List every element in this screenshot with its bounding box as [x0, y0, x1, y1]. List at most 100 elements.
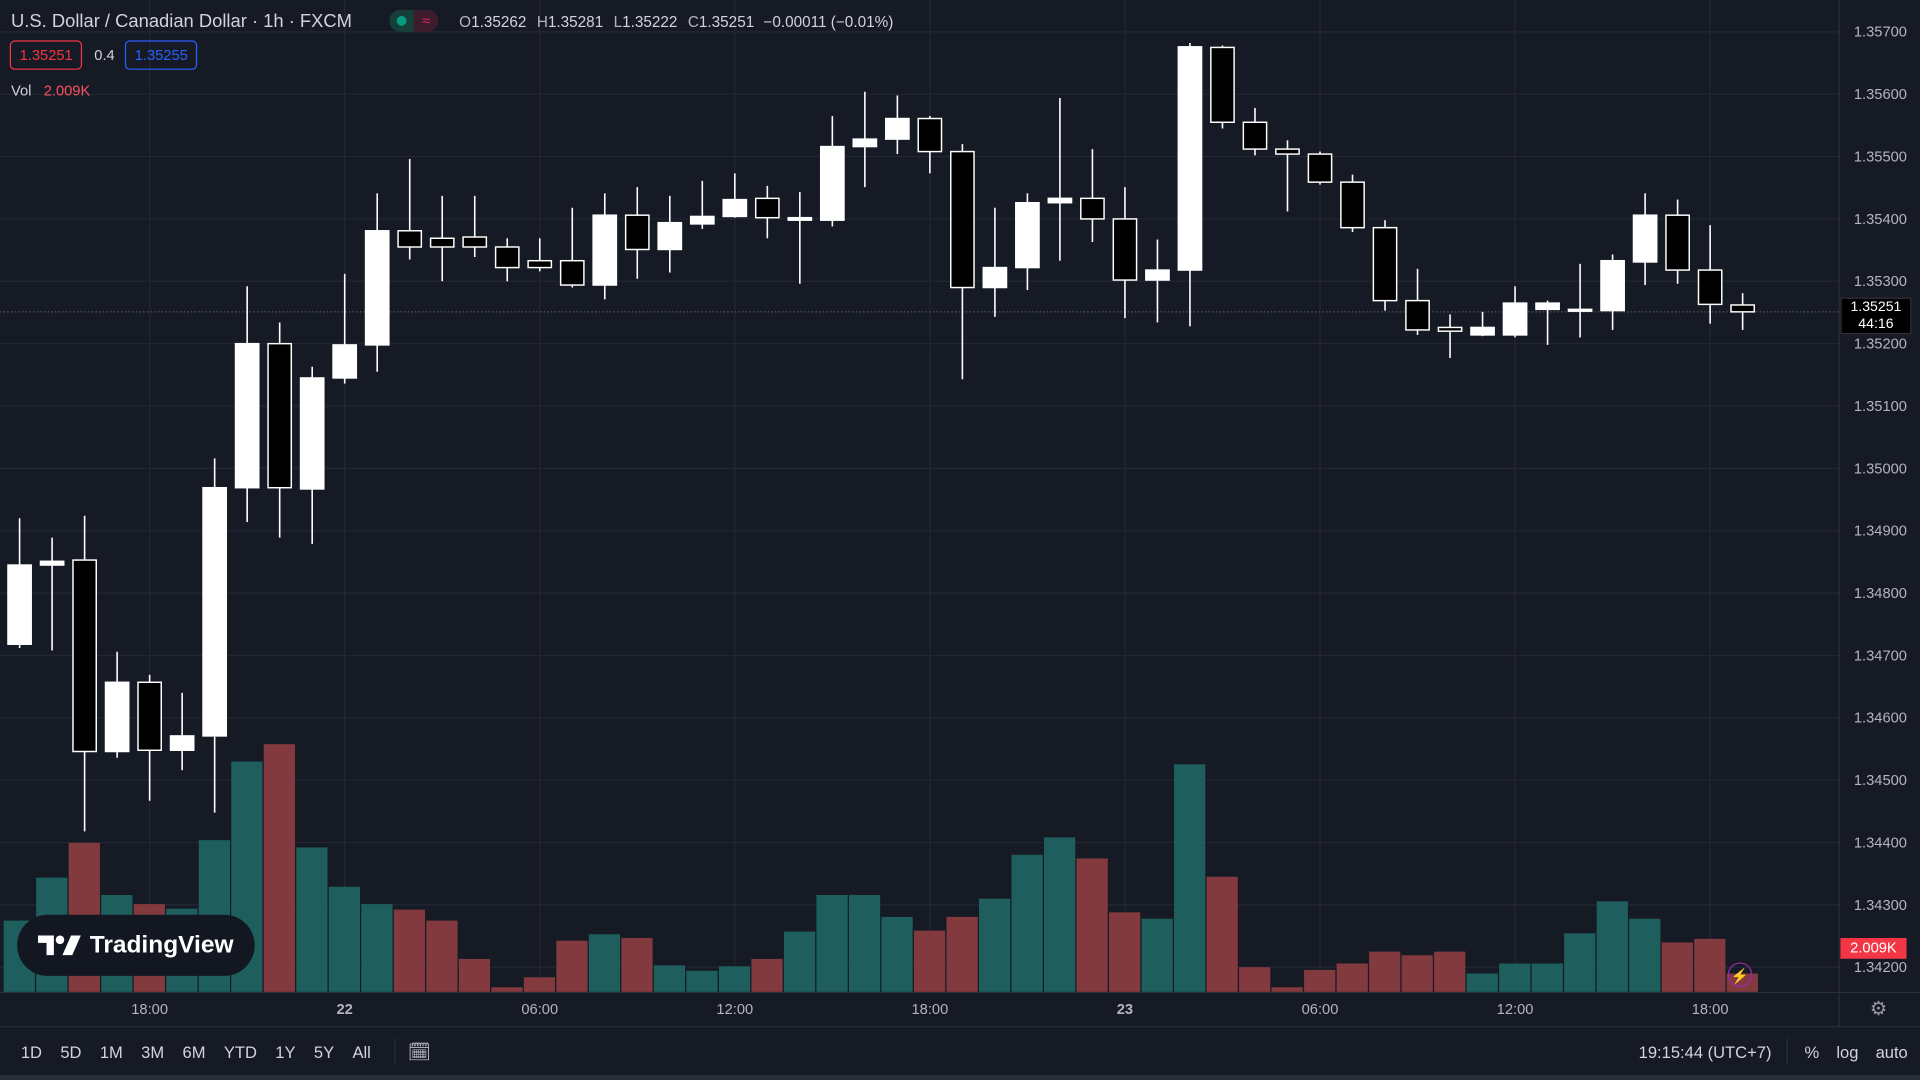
candle — [819, 116, 845, 227]
open-value: 1.35262 — [471, 13, 527, 31]
change-value: −0.00011 (−0.01%) — [763, 13, 894, 31]
x-tick-label: 18:00 — [1692, 1002, 1729, 1018]
status-pills[interactable]: ≈ — [389, 9, 439, 32]
range-3m[interactable]: 3M — [141, 1042, 165, 1062]
high-value: 1.35281 — [547, 13, 604, 31]
volume-bar — [328, 886, 361, 992]
volume-bar — [1011, 854, 1043, 992]
lightning-icon[interactable]: ⚡ — [1727, 962, 1753, 987]
x-tick-label: 23 — [1117, 1002, 1133, 1018]
candle — [1275, 140, 1300, 212]
volume-bar — [848, 894, 881, 992]
candle-body — [72, 559, 97, 753]
clock-time[interactable]: 19:15:44 (UTC+7) — [1638, 1042, 1772, 1062]
candle — [1502, 286, 1528, 338]
volume-bar — [1141, 918, 1173, 992]
y-tick-label: 1.34900 — [1854, 524, 1907, 540]
candle — [332, 273, 358, 384]
gear-icon[interactable]: ⚙ — [1869, 999, 1888, 1021]
candle — [7, 518, 32, 648]
ohlc-legend: O1.35262 H1.35281 L1.35222 C1.35251 −0.0… — [459, 13, 893, 30]
volume-bar — [1206, 876, 1238, 992]
volume-bar — [913, 930, 946, 992]
candle — [494, 238, 520, 282]
range-6m[interactable]: 6M — [182, 1042, 206, 1062]
candle — [1632, 193, 1658, 286]
volume-bar — [783, 931, 816, 992]
low-label: L — [613, 13, 623, 31]
candle — [202, 458, 228, 813]
candle — [299, 366, 325, 544]
volume-bar — [458, 958, 491, 992]
close-label: C — [687, 13, 699, 31]
candle-body — [1210, 46, 1235, 123]
range-1m[interactable]: 1M — [99, 1042, 123, 1062]
candle — [1730, 293, 1756, 330]
last-price-label: 1.35251 44:16 — [1840, 297, 1912, 335]
symbol-title[interactable]: U.S. Dollar / Canadian Dollar · 1h · FXC… — [11, 11, 352, 32]
range-1y[interactable]: 1Y — [275, 1042, 296, 1062]
candle — [657, 195, 683, 273]
date-range-icon[interactable]: 🗓︎ — [407, 1042, 431, 1063]
tv-logo-icon — [38, 935, 82, 956]
x-tick-label: 18:00 — [131, 1002, 168, 1018]
volume-bar — [1531, 963, 1563, 992]
logo-text: TradingView — [89, 931, 234, 959]
candle — [1307, 151, 1333, 185]
auto-toggle[interactable]: auto — [1875, 1042, 1908, 1062]
volume-bar — [1174, 764, 1206, 992]
candle-body — [364, 230, 390, 346]
log-toggle[interactable]: log — [1836, 1042, 1859, 1062]
percent-toggle[interactable]: % — [1804, 1042, 1820, 1062]
volume-bar — [393, 909, 426, 992]
candle-body — [1730, 304, 1756, 313]
candle — [1535, 300, 1560, 345]
sell-button[interactable]: 1.35251 — [9, 40, 83, 70]
candle-body — [1535, 302, 1560, 311]
range-all[interactable]: All — [352, 1042, 371, 1062]
candle-body — [1242, 121, 1268, 150]
scrollbar[interactable] — [0, 1075, 1920, 1080]
candle-body — [397, 230, 423, 248]
delayed-data-icon[interactable]: ≈ — [413, 9, 439, 32]
divider — [1786, 1038, 1788, 1066]
candle-body — [1405, 299, 1430, 331]
volume-bar — [361, 904, 393, 992]
candle — [267, 322, 293, 538]
x-tick-label: 12:00 — [716, 1002, 753, 1018]
tradingview-logo[interactable]: TradingView — [17, 914, 255, 976]
volume-bar — [718, 966, 751, 992]
candle-body — [267, 342, 293, 489]
candle — [1567, 263, 1593, 338]
range-5d[interactable]: 5D — [60, 1042, 82, 1062]
buy-button[interactable]: 1.35255 — [124, 40, 198, 70]
price-chart[interactable]: 1.35700 1.35600 1.35500 1.35400 1.35300 1.352… — [0, 0, 1920, 1027]
range-5y[interactable]: 5Y — [313, 1042, 335, 1062]
volume-label: Vol — [11, 82, 32, 100]
candle-body — [592, 214, 618, 286]
candle — [1015, 193, 1040, 291]
candle-body — [819, 145, 845, 221]
candle-body — [1697, 269, 1723, 306]
volume-legend[interactable]: Vol 2.009K — [11, 82, 90, 99]
y-tick-label: 1.34700 — [1854, 648, 1907, 664]
candle — [1437, 314, 1463, 358]
candle — [1080, 149, 1105, 243]
market-open-icon[interactable] — [389, 9, 414, 32]
candle-body — [1502, 302, 1528, 336]
range-ytd[interactable]: YTD — [223, 1042, 257, 1062]
candle-body — [1177, 46, 1203, 271]
range-1d[interactable]: 1D — [20, 1042, 42, 1062]
candle — [527, 238, 553, 272]
volume-bar — [1434, 951, 1466, 992]
candle — [429, 195, 455, 282]
divider — [394, 1038, 396, 1066]
volume-bar — [426, 920, 458, 992]
candle-body — [1340, 181, 1365, 229]
candle — [104, 651, 130, 758]
volume-bar — [1369, 951, 1401, 992]
candle-body — [1567, 308, 1593, 312]
volume-bar — [978, 898, 1011, 992]
candle-body — [429, 237, 455, 248]
